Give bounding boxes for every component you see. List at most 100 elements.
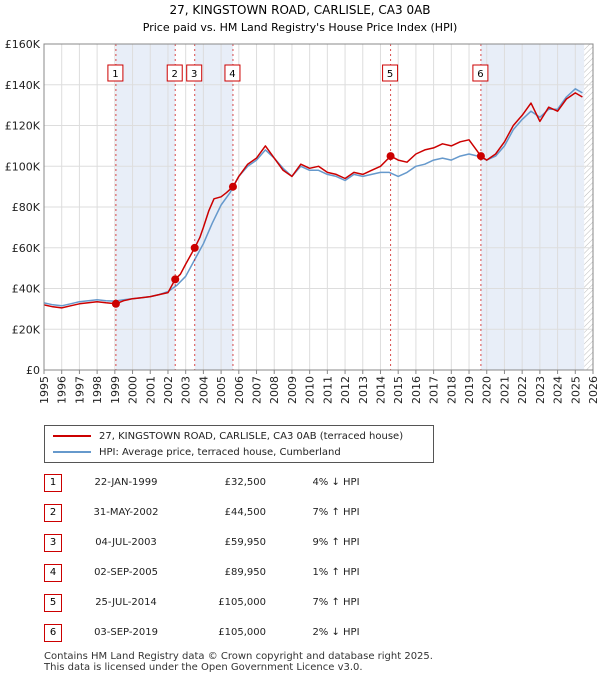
table-row: 3 04-JUL-2003 £59,950 9% ↑ HPI [0, 534, 600, 554]
x-tick-label: 2018 [445, 376, 458, 404]
footer-notice: Contains HM Land Registry data © Crown c… [44, 651, 433, 673]
sale-date: 31-MAY-2002 [93, 507, 159, 518]
x-tick-label: 1996 [56, 376, 69, 404]
chart-title: 27, KINGSTOWN ROAD, CARLISLE, CA3 0AB [169, 3, 430, 17]
x-tick-label: 2005 [215, 376, 228, 404]
sale-date: 25-JUL-2014 [95, 597, 157, 608]
footer-line-copyright: Contains HM Land Registry data © Crown c… [44, 651, 433, 662]
sale-hpi-diff: 1% ↑ HPI [312, 567, 360, 578]
sale-hpi-diff: 2% ↓ HPI [312, 627, 360, 638]
sale-hpi-diff: 7% ↑ HPI [312, 507, 360, 518]
legend-label-property: 27, KINGSTOWN ROAD, CARLISLE, CA3 0AB (t… [99, 430, 404, 442]
x-tick-label: 2008 [268, 376, 281, 404]
x-tick-label: 2012 [339, 376, 352, 404]
y-tick-label: £0 [26, 364, 40, 377]
x-tick-label: 2023 [534, 376, 547, 404]
sale-marker-box [472, 64, 489, 82]
plot-frame [43, 43, 594, 371]
sale-date: 03-SEP-2019 [94, 627, 158, 638]
sale-hpi-diff: 9% ↑ HPI [312, 537, 360, 548]
sale-point [476, 152, 485, 161]
legend-swatch-property [53, 435, 91, 437]
sale-number-badge: 3 [44, 534, 62, 552]
x-tick-label: 2020 [481, 376, 494, 404]
footer-line-licence: This data is licensed under the Open Gov… [44, 662, 363, 673]
x-tick-label: 2011 [321, 376, 334, 404]
sale-date: 04-JUL-2003 [95, 537, 157, 548]
sale-price: £105,000 [218, 627, 266, 638]
x-tick-label: 2009 [286, 376, 299, 404]
sale-point [171, 275, 180, 284]
sale-point [111, 299, 120, 308]
legend-label-hpi: HPI: Average price, terraced house, Cumb… [99, 446, 341, 458]
chart-subtitle: Price paid vs. HM Land Registry's House … [143, 21, 458, 34]
sale-price: £59,950 [224, 537, 266, 548]
sale-marker-box [107, 64, 124, 82]
y-tick-label: £160K [5, 38, 41, 51]
sale-marker-label: 1 [112, 69, 118, 80]
sale-date: 22-JAN-1999 [94, 477, 158, 488]
sale-number-badge: 1 [44, 474, 62, 492]
x-tick-label: 2017 [428, 376, 441, 404]
x-tick-label: 2010 [304, 376, 317, 404]
x-tick-label: 2006 [233, 376, 246, 404]
x-tick-label: 2001 [144, 376, 157, 404]
x-tick-label: 2026 [587, 376, 600, 404]
sale-marker-label: 3 [191, 69, 197, 80]
chart-legend: 27, KINGSTOWN ROAD, CARLISLE, CA3 0AB (t… [44, 425, 434, 463]
x-tick-label: 2015 [392, 376, 405, 404]
x-tick-label: 2002 [162, 376, 175, 404]
x-tick-label: 2025 [569, 376, 582, 404]
table-row: 6 03-SEP-2019 £105,000 2% ↓ HPI [0, 624, 600, 644]
sale-point [386, 152, 395, 161]
x-tick-label: 1997 [73, 376, 86, 404]
sale-marker-box [382, 64, 399, 82]
sale-price: £44,500 [224, 507, 266, 518]
x-tick-label: 2003 [180, 376, 193, 404]
y-tick-label: £140K [5, 79, 41, 92]
sale-marker-box [186, 64, 203, 82]
table-row: 1 22-JAN-1999 £32,500 4% ↓ HPI [0, 474, 600, 494]
sale-price: £105,000 [218, 597, 266, 608]
x-tick-label: 2019 [463, 376, 476, 404]
table-row: 5 25-JUL-2014 £105,000 7% ↑ HPI [0, 594, 600, 614]
x-tick-label: 2022 [516, 376, 529, 404]
sale-marker-label: 4 [229, 69, 235, 80]
sale-marker-box [224, 64, 241, 82]
sale-hpi-diff: 4% ↓ HPI [312, 477, 360, 488]
sale-date: 02-SEP-2005 [94, 567, 158, 578]
table-row: 4 02-SEP-2005 £89,950 1% ↑ HPI [0, 564, 600, 584]
x-tick-label: 2014 [374, 376, 387, 404]
x-tick-label: 1995 [38, 376, 51, 404]
price-chart: 27, KINGSTOWN ROAD, CARLISLE, CA3 0AB Pr… [5, 3, 600, 404]
sale-number-badge: 2 [44, 504, 62, 522]
sale-marker-box [166, 64, 183, 82]
x-tick-label: 2004 [197, 376, 210, 404]
x-tick-label: 2021 [498, 376, 511, 404]
x-tick-label: 1998 [91, 376, 104, 404]
table-row: 2 31-MAY-2002 £44,500 7% ↑ HPI [0, 504, 600, 524]
sale-number-badge: 5 [44, 594, 62, 612]
legend-item-property: 27, KINGSTOWN ROAD, CARLISLE, CA3 0AB (t… [53, 428, 403, 444]
x-tick-label: 2000 [127, 376, 140, 404]
y-tick-label: £120K [5, 120, 41, 133]
sale-marker-label: 5 [387, 69, 393, 80]
legend-swatch-hpi [53, 451, 91, 453]
y-tick-label: £80K [12, 201, 41, 214]
sale-marker-label: 6 [477, 69, 483, 80]
x-tick-label: 2024 [552, 376, 565, 404]
property-series-line [44, 92, 583, 309]
sale-price: £32,500 [224, 477, 266, 488]
sale-price: £89,950 [224, 567, 266, 578]
x-tick-label: 2016 [410, 376, 423, 404]
x-tick-label: 2007 [251, 376, 264, 404]
sale-point [228, 182, 237, 191]
sale-marker-label: 2 [172, 69, 178, 80]
x-tick-label: 2013 [357, 376, 370, 404]
y-tick-label: £40K [12, 283, 41, 296]
sale-point [190, 243, 199, 252]
sale-number-badge: 4 [44, 564, 62, 582]
y-tick-label: £60K [12, 242, 41, 255]
sale-number-badge: 6 [44, 624, 62, 642]
y-tick-label: £100K [5, 160, 41, 173]
